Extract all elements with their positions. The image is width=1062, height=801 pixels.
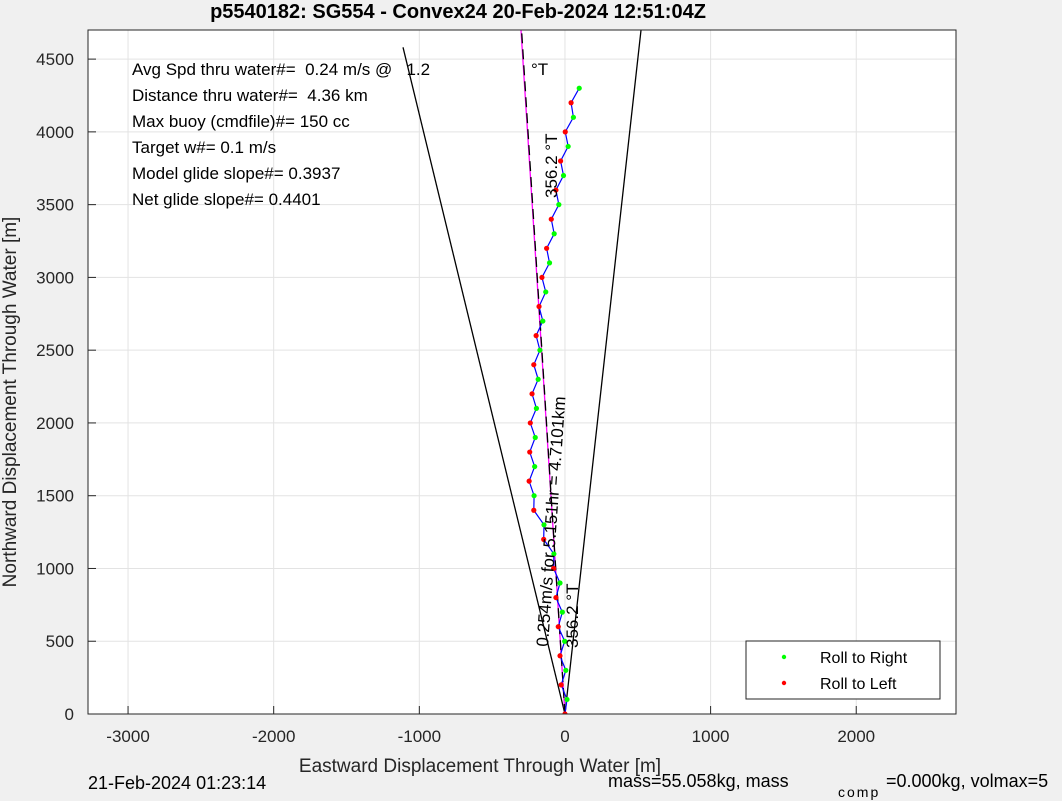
legend-label: Roll to Right <box>820 650 908 667</box>
roll-point <box>562 638 568 644</box>
x-tick-label: -3000 <box>106 727 149 746</box>
annotation: 356.2 °T <box>563 584 582 648</box>
footer-text: mass=55.058kg, mass <box>608 771 789 791</box>
roll-point <box>527 449 533 455</box>
roll-point <box>532 463 538 470</box>
roll-point <box>559 609 565 615</box>
chart-title: p5540182: SG554 - Convex24 20-Feb-2024 1… <box>210 1 706 23</box>
legend-label: Roll to Left <box>820 676 897 693</box>
roll-point <box>562 711 568 714</box>
y-tick-label: 3000 <box>36 268 74 287</box>
y-tick-label: 2500 <box>36 341 74 360</box>
roll-point <box>543 289 549 295</box>
legend-marker <box>781 654 787 660</box>
x-tick-label: 1000 <box>692 727 730 746</box>
reference-line <box>564 30 642 714</box>
roll-point <box>576 85 582 91</box>
roll-point <box>551 231 557 237</box>
annotation: Model glide slope#= 0.3937 <box>132 164 340 183</box>
roll-point <box>536 303 542 310</box>
roll-point <box>563 667 569 673</box>
annotation: Avg Spd thru water#= 0.24 m/s @ 1.2 <box>132 60 430 79</box>
roll-point <box>541 522 547 528</box>
roll-point <box>533 405 540 411</box>
legend-marker <box>781 680 787 686</box>
annotation: °T <box>531 60 548 79</box>
y-axis-label: Northward Displacement Through Water [m] <box>0 217 21 588</box>
y-tick-label: 500 <box>46 632 74 651</box>
y-tick-label: 4000 <box>36 123 74 142</box>
roll-point <box>557 158 564 164</box>
roll-point <box>557 580 563 586</box>
roll-point <box>556 202 562 208</box>
roll-point <box>557 653 563 659</box>
roll-point <box>553 594 559 601</box>
roll-point <box>568 100 574 106</box>
roll-point <box>526 478 532 484</box>
plot-layer <box>402 30 642 714</box>
footer-text: 21-Feb-2024 01:23:14 <box>88 773 266 793</box>
roll-point <box>555 624 561 630</box>
annotation: 356.2 °T <box>542 134 561 198</box>
x-axis-label: Eastward Displacement Through Water [m] <box>299 756 661 777</box>
annotation: Distance thru water#= 4.36 km <box>132 86 368 105</box>
roll-point <box>535 376 541 382</box>
roll-point <box>560 172 567 179</box>
roll-point <box>539 274 545 281</box>
roll-point <box>546 260 553 266</box>
roll-point <box>540 318 546 324</box>
roll-point <box>551 565 557 572</box>
axes-box <box>87 29 957 715</box>
footer-text: comp <box>838 784 880 800</box>
reference-line <box>520 30 566 714</box>
y-tick-label: 1000 <box>36 559 74 578</box>
annotation: Net glide slope#= 0.4401 <box>132 190 321 209</box>
y-tick-label: 4500 <box>36 50 74 69</box>
legend-box <box>745 640 941 700</box>
annotation: Max buoy (cmdfile)#= 150 cc <box>132 112 350 131</box>
roll-point <box>531 493 537 499</box>
roll-point <box>551 551 557 557</box>
roll-point <box>544 245 550 251</box>
roll-point <box>531 507 537 513</box>
roll-point <box>564 696 570 703</box>
roll-point <box>531 362 537 368</box>
roll-point <box>570 114 577 120</box>
footer-text: =0.000kg, volmax=5 <box>886 771 1048 791</box>
y-tick-label: 0 <box>65 705 74 724</box>
roll-point <box>533 333 539 339</box>
x-tick-label: -2000 <box>252 727 295 746</box>
x-tick-label: 0 <box>560 727 569 746</box>
x-tick-label: 2000 <box>837 727 875 746</box>
roll-point <box>527 420 533 426</box>
y-tick-label: 1500 <box>36 487 74 506</box>
reference-line <box>402 47 566 714</box>
roll-point <box>562 129 568 135</box>
annotation: Target w#= 0.1 m/s <box>132 138 276 157</box>
roll-point <box>537 347 543 353</box>
y-tick-label: 2000 <box>36 414 74 433</box>
roll-point <box>529 391 535 397</box>
x-tick-label: -1000 <box>398 727 441 746</box>
y-tick-label: 3500 <box>36 196 74 215</box>
roll-point <box>558 682 564 688</box>
roll-point <box>553 187 559 193</box>
roll-point <box>548 216 554 222</box>
roll-point <box>532 434 538 441</box>
roll-point <box>565 143 571 150</box>
roll-point <box>541 536 547 542</box>
plot-area <box>88 30 956 714</box>
